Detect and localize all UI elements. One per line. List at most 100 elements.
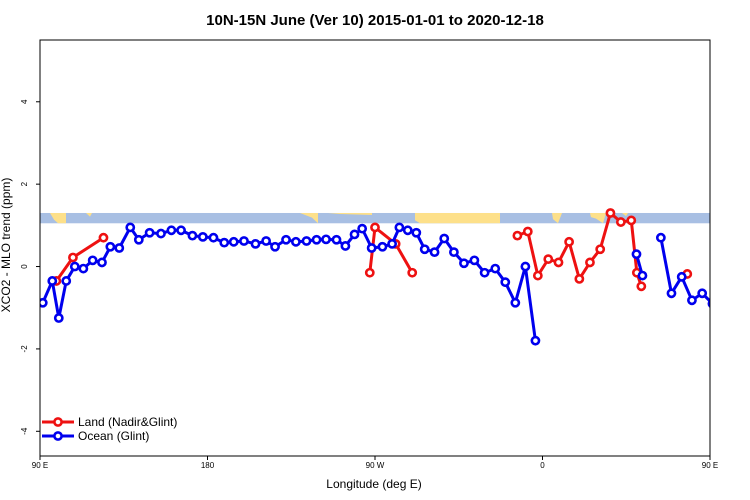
- land-patch: [415, 212, 500, 224]
- data-point: [449, 247, 459, 258]
- data-point: [718, 277, 725, 284]
- data-point: [250, 238, 261, 249]
- data-point: [208, 232, 219, 243]
- data-point: [311, 234, 322, 245]
- data-point: [631, 249, 642, 260]
- data-point: [69, 261, 80, 272]
- data-point: [281, 234, 291, 245]
- y-tick-label: -4: [20, 427, 29, 435]
- y-tick-label: 2: [20, 181, 29, 186]
- data-point: [114, 243, 125, 253]
- data-point: [459, 258, 469, 269]
- data-point: [97, 257, 107, 268]
- data-point: [166, 225, 177, 236]
- data-point: [187, 230, 198, 241]
- data-point: [270, 241, 280, 252]
- data-point: [301, 236, 312, 246]
- land-patch: [328, 212, 372, 216]
- land-patch: [50, 212, 66, 224]
- x-tick-label: 0: [540, 461, 545, 470]
- y-axis-label: XCO2 - MLO trend (ppm): [0, 178, 13, 313]
- land-patch: [86, 212, 92, 217]
- y-tick-label: -2: [20, 345, 29, 353]
- data-point: [87, 255, 98, 266]
- data-point: [728, 314, 735, 321]
- land-patch: [552, 212, 562, 224]
- data-point: [394, 222, 405, 233]
- series-line: [732, 257, 745, 279]
- data-point: [377, 241, 388, 252]
- legend-marker: [53, 417, 63, 427]
- data-point: [261, 236, 272, 246]
- data-point: [615, 217, 626, 227]
- data-point: [47, 276, 58, 286]
- series-layer: [40, 208, 748, 346]
- legend-item: Land (Nadir&Glint): [42, 415, 177, 429]
- ocean-band: [40, 212, 710, 224]
- land-patch: [590, 212, 606, 224]
- data-point: [144, 227, 155, 238]
- series-line: [659, 237, 710, 304]
- data-point: [98, 232, 109, 243]
- data-point: [500, 277, 511, 288]
- data-point: [520, 261, 531, 272]
- chart-title: 10N-15N June (Ver 10) 2015-01-01 to 2020…: [206, 12, 544, 29]
- data-point: [291, 236, 301, 247]
- data-point: [219, 237, 230, 248]
- data-point: [553, 257, 564, 268]
- data-point: [741, 254, 748, 261]
- data-point: [370, 222, 380, 233]
- data-point: [574, 273, 585, 284]
- data-point: [739, 263, 746, 270]
- data-point: [728, 276, 735, 283]
- data-point: [429, 247, 440, 258]
- y-tick-label: 4: [20, 99, 29, 104]
- legend-item: Ocean (Glint): [42, 429, 149, 443]
- x-tick-label: 90 W: [366, 461, 385, 470]
- x-tick-label: 90 E: [32, 461, 48, 470]
- data-point: [605, 208, 616, 218]
- series-ocean: [40, 222, 746, 346]
- y-tick-label: 0: [20, 264, 29, 269]
- data-point: [239, 236, 249, 246]
- data-point: [61, 276, 72, 286]
- data-point: [53, 313, 64, 323]
- land-patch: [622, 212, 628, 217]
- y-axis: 4 2 0 -2 -4: [20, 99, 40, 435]
- data-point: [585, 257, 595, 268]
- data-point: [407, 267, 418, 278]
- data-point: [655, 232, 666, 243]
- data-point: [637, 270, 648, 281]
- data-point: [228, 236, 239, 247]
- land-ocean-band: [40, 212, 710, 224]
- data-point: [687, 295, 697, 306]
- x-tick-label: 90 E: [702, 461, 718, 470]
- data-point: [636, 281, 647, 292]
- data-point: [411, 227, 422, 238]
- x-tick-label: 180: [201, 461, 215, 470]
- data-point: [666, 288, 677, 299]
- data-point: [564, 236, 575, 247]
- data-point: [469, 255, 480, 266]
- data-point: [543, 254, 554, 265]
- legend-label: Land (Nadir&Glint): [78, 415, 177, 429]
- data-point: [532, 270, 543, 281]
- data-point: [510, 297, 521, 308]
- data-point: [105, 241, 116, 252]
- data-point: [479, 267, 490, 278]
- data-point: [366, 243, 377, 253]
- data-point: [40, 297, 48, 308]
- data-point: [357, 223, 368, 234]
- data-point: [340, 241, 351, 251]
- data-point: [387, 238, 398, 249]
- land-patch: [300, 212, 318, 224]
- data-point: [321, 234, 331, 245]
- data-point: [676, 271, 687, 282]
- data-point: [626, 215, 637, 226]
- data-point: [522, 226, 533, 237]
- data-point: [176, 225, 186, 236]
- data-point: [78, 263, 89, 274]
- data-point: [490, 263, 501, 274]
- x-axis-label: Longitude (deg E): [326, 477, 421, 491]
